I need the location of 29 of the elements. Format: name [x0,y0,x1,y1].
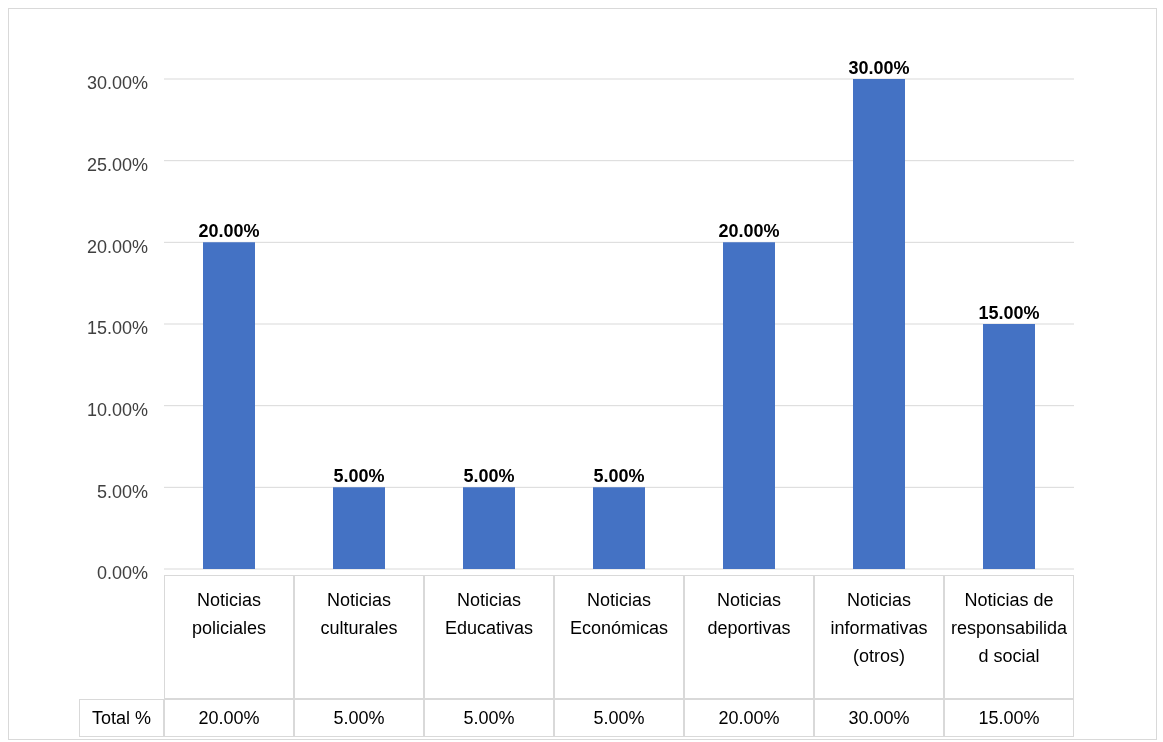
data-label: 5.00% [424,699,554,737]
x-tick-label: Noticias deportivas [684,575,814,699]
y-tick-label: 15.00% [86,318,148,339]
data-label: 30.00% [814,699,944,737]
text: 5.00% [333,466,385,487]
x-tick-label: Noticias Educativas [424,575,554,699]
x-tick-label: Noticias informativas (otros) [814,575,944,699]
x-tick-label: Noticias policiales [164,575,294,699]
y-tick-label: 30.00% [86,73,148,94]
y-tick-label: 5.00% [96,481,148,502]
y-tick-label: 25.00% [86,155,148,176]
x-tick-label: Noticias de responsabilidad social [944,575,1074,699]
x-tick-label: Noticias culturales [294,575,424,699]
y-tick-label: 20.00% [86,236,148,257]
text: 5.00% [463,466,515,487]
y-tick-label: 10.00% [86,400,148,421]
data-label: 20.00% [684,699,814,737]
data-label: 5.00% [294,699,424,737]
y-tick-label: 0.00% [96,563,148,584]
text: Total % [79,699,164,737]
data-label: 15.00% [944,699,1074,737]
data-label: 5.00% [554,699,684,737]
text: 20.00% [198,221,260,242]
x-tick-label: Noticias Económicas [554,575,684,699]
text: 20.00% [718,221,780,242]
text: 15.00% [978,303,1040,323]
text: 30.00% [848,58,910,78]
data-label: 20.00% [164,699,294,737]
text: 5.00% [593,466,645,487]
